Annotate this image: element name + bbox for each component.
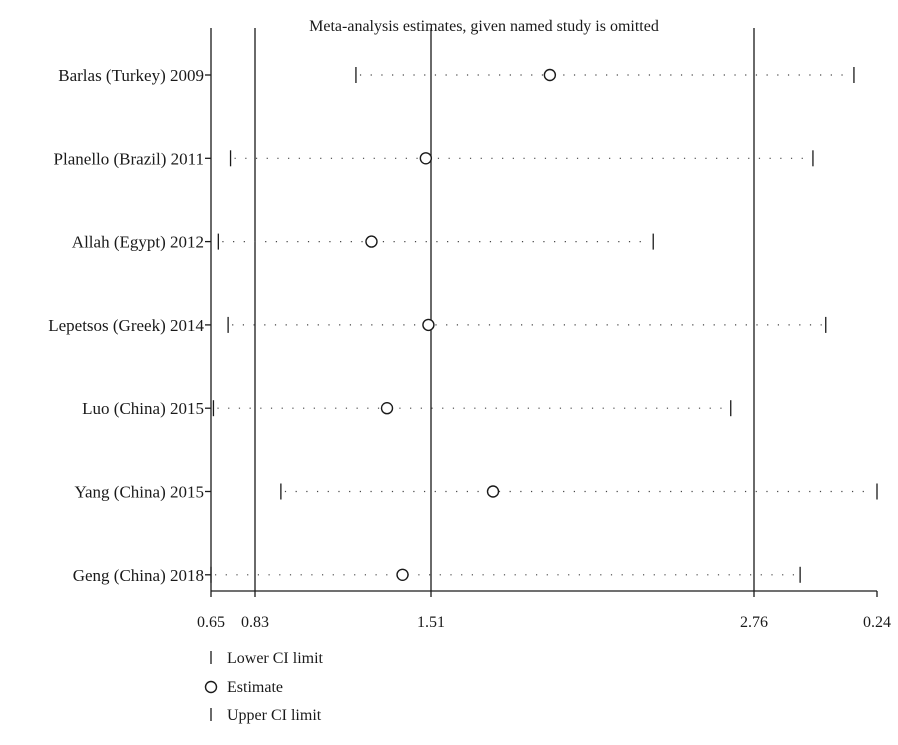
estimate-point-5 [486, 485, 500, 498]
study-row-6: Geng (China) 2018 [73, 566, 801, 585]
x-tick-label-4: 0.24 [863, 614, 891, 631]
estimate-point-6 [396, 568, 409, 581]
legend-item-1: Estimate [204, 679, 283, 696]
x-tick-label-2: 1.51 [417, 614, 445, 631]
study-row-2: Allah (Egypt) 2012 [72, 233, 654, 252]
study-row-3: Lepetsos (Greek) 2014 [48, 316, 827, 335]
x-tick-label-0: 0.65 [197, 614, 225, 631]
legend-label-0: Lower CI limit [227, 650, 324, 667]
study-label-0: Barlas (Turkey) 2009 [58, 66, 204, 85]
legend-label-2: Upper CI limit [227, 707, 322, 724]
study-row-4: Luo (China) 2015 [82, 399, 732, 418]
legend-item-2: Upper CI limit [210, 707, 322, 724]
legend: Lower CI limit Estimate Upper CI limit [204, 650, 324, 724]
study-label-4: Luo (China) 2015 [82, 399, 204, 418]
x-axis-ticks: 0.65 0.83 1.51 2.76 0.24 [197, 591, 891, 631]
study-label-5: Yang (China) 2015 [74, 483, 204, 502]
study-label-1: Planello (Brazil) 2011 [54, 149, 204, 168]
legend-estimate-symbol [204, 680, 218, 694]
estimate-point-0 [543, 68, 557, 82]
x-tick-label-1: 0.83 [241, 614, 269, 631]
estimate-point-3 [422, 318, 435, 332]
study-row-5: Yang (China) 2015 [74, 483, 878, 502]
reference-lines [254, 28, 755, 591]
estimate-point-2 [365, 235, 378, 248]
study-row-1: Planello (Brazil) 2011 [54, 149, 814, 168]
legend-item-0: Lower CI limit [210, 650, 324, 667]
study-label-2: Allah (Egypt) 2012 [72, 233, 204, 252]
estimate-point-4 [380, 402, 394, 415]
study-label-6: Geng (China) 2018 [73, 566, 204, 585]
study-row-0: Barlas (Turkey) 2009 [58, 66, 855, 85]
x-tick-label-3: 2.76 [740, 614, 768, 631]
axes [210, 28, 877, 592]
estimate-point-1 [419, 152, 433, 165]
legend-label-1: Estimate [227, 679, 283, 696]
chart-title: Meta-analysis estimates, given named stu… [309, 18, 659, 35]
study-label-3: Lepetsos (Greek) 2014 [48, 316, 204, 335]
study-rows: Barlas (Turkey) 2009 Planello (Brazil) 20… [48, 66, 878, 585]
